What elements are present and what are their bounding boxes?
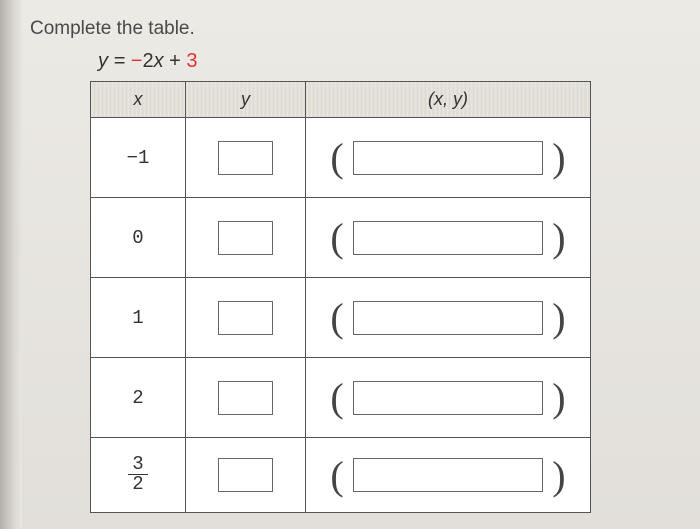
eq-var: x — [154, 50, 164, 72]
y-cell — [186, 278, 306, 358]
open-paren: ( — [326, 215, 347, 260]
eq-lhs: y — [98, 50, 108, 72]
xy-cell: ( ) — [306, 358, 591, 438]
xy-input[interactable] — [353, 301, 543, 335]
eq-coef: 2 — [142, 50, 153, 72]
close-paren: ) — [548, 295, 569, 340]
close-paren: ) — [548, 375, 569, 420]
eq-eq: = — [108, 50, 131, 72]
open-paren: ( — [326, 375, 347, 420]
worksheet-page: Complete the table. y = −2x + 3 x y (x, … — [0, 0, 700, 529]
open-paren: ( — [326, 453, 347, 498]
table-row: 0 ( ) — [91, 198, 591, 278]
close-paren: ) — [548, 215, 569, 260]
y-input[interactable] — [218, 301, 273, 335]
eq-plus: + — [164, 50, 187, 72]
open-paren: ( — [326, 295, 347, 340]
y-cell — [186, 358, 306, 438]
close-paren: ) — [548, 135, 569, 180]
x-cell: −1 — [91, 118, 186, 198]
y-input[interactable] — [218, 381, 273, 415]
xy-cell: ( ) — [306, 198, 591, 278]
fraction-den: 2 — [128, 475, 147, 494]
col-header-xy: (x, y) — [306, 82, 591, 118]
close-paren: ) — [548, 453, 569, 498]
eq-neg: − — [131, 50, 143, 72]
y-cell — [186, 198, 306, 278]
xy-input[interactable] — [353, 221, 543, 255]
xy-cell: ( ) — [306, 438, 591, 513]
col-header-y: y — [186, 82, 306, 118]
xy-cell: ( ) — [306, 278, 591, 358]
y-cell — [186, 438, 306, 513]
prompt-text: Complete the table. — [30, 18, 690, 40]
fraction-num: 3 — [128, 455, 147, 475]
col-header-x: x — [91, 82, 186, 118]
xy-input[interactable] — [353, 458, 543, 492]
equation: y = −2x + 3 — [98, 50, 690, 73]
eq-const: 3 — [186, 50, 197, 72]
x-cell: 1 — [91, 278, 186, 358]
y-cell — [186, 118, 306, 198]
y-input[interactable] — [218, 458, 273, 492]
y-input[interactable] — [218, 141, 273, 175]
x-cell: 3 2 — [91, 438, 186, 513]
x-cell: 2 — [91, 358, 186, 438]
y-input[interactable] — [218, 221, 273, 255]
table-row: 2 ( ) — [91, 358, 591, 438]
open-paren: ( — [326, 135, 347, 180]
x-fraction: 3 2 — [128, 455, 147, 494]
table-row: 1 ( ) — [91, 278, 591, 358]
table-row: −1 ( ) — [91, 118, 591, 198]
table-header-row: x y (x, y) — [91, 82, 591, 118]
xy-input[interactable] — [353, 141, 543, 175]
xy-table: x y (x, y) −1 ( ) 0 — [90, 81, 591, 513]
x-cell: 0 — [91, 198, 186, 278]
xy-cell: ( ) — [306, 118, 591, 198]
table-row: 3 2 ( ) — [91, 438, 591, 513]
xy-input[interactable] — [353, 381, 543, 415]
